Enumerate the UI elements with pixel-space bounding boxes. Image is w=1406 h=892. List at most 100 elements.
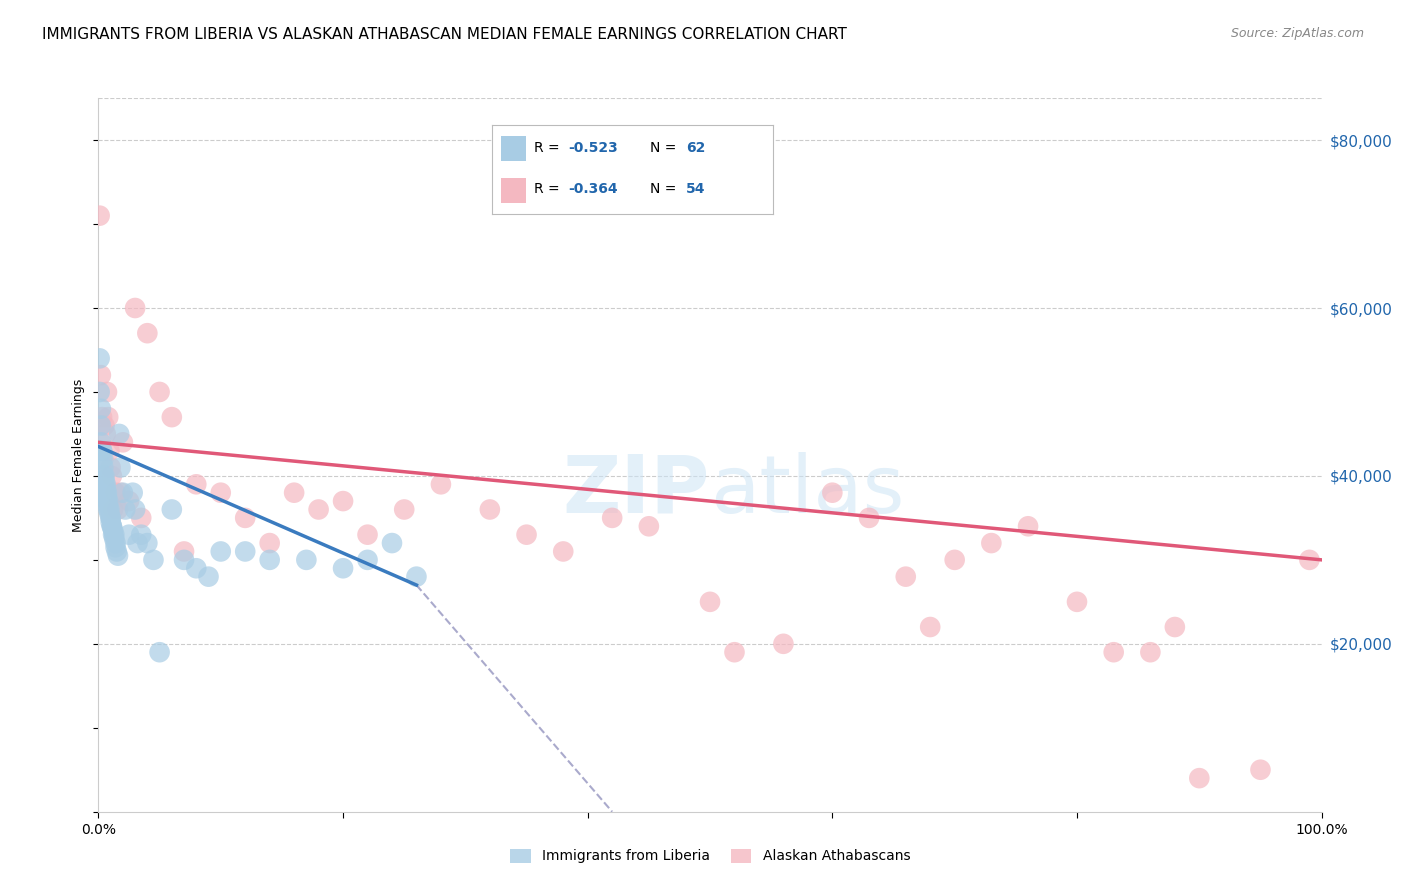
Point: [233, 511, 256, 525]
Bar: [501, 178, 526, 203]
Point: [96, 494, 118, 508]
Point: [97, 498, 120, 512]
Point: [1139, 645, 1161, 659]
Point: [90, 401, 112, 416]
Point: [149, 645, 172, 659]
Text: N =: N =: [650, 141, 681, 155]
Point: [308, 502, 330, 516]
Point: [821, 485, 844, 500]
Point: [699, 595, 721, 609]
Point: [104, 485, 127, 500]
Point: [129, 511, 152, 525]
Point: [103, 527, 125, 541]
Bar: [501, 136, 526, 161]
Point: [209, 485, 232, 500]
Text: Source: ZipAtlas.com: Source: ZipAtlas.com: [1230, 27, 1364, 40]
Point: [638, 519, 661, 533]
Point: [209, 544, 232, 558]
Point: [104, 536, 127, 550]
Point: [283, 485, 305, 500]
Point: [129, 527, 152, 541]
Point: [91, 460, 114, 475]
Point: [101, 527, 124, 541]
Point: [104, 541, 127, 555]
Point: [127, 536, 149, 550]
Point: [259, 553, 281, 567]
Legend: Immigrants from Liberia, Alaskan Athabascans: Immigrants from Liberia, Alaskan Athabas…: [505, 843, 915, 869]
Point: [295, 553, 318, 567]
Point: [149, 384, 172, 399]
Point: [90, 435, 112, 450]
Point: [101, 469, 124, 483]
Point: [98, 507, 121, 521]
Point: [772, 637, 794, 651]
Point: [100, 460, 122, 475]
Point: [90, 368, 112, 383]
Point: [136, 326, 159, 341]
Point: [96, 485, 118, 500]
Point: [89, 351, 111, 366]
Point: [515, 527, 537, 541]
Point: [1249, 763, 1271, 777]
Point: [93, 469, 115, 483]
Point: [858, 511, 880, 525]
Point: [943, 553, 966, 567]
Point: [93, 477, 115, 491]
Point: [108, 426, 131, 441]
Point: [478, 502, 501, 516]
Point: [723, 645, 745, 659]
Text: 54: 54: [686, 182, 706, 196]
Point: [553, 544, 575, 558]
Point: [110, 485, 132, 500]
Point: [107, 502, 129, 516]
Point: [142, 553, 165, 567]
Text: ZIP: ZIP: [562, 451, 710, 530]
Point: [96, 490, 118, 504]
Point: [259, 536, 281, 550]
Point: [105, 544, 128, 558]
Point: [91, 452, 114, 467]
Point: [100, 511, 122, 525]
Point: [103, 532, 125, 546]
Point: [136, 536, 159, 550]
Point: [94, 426, 117, 441]
Point: [100, 515, 122, 529]
Point: [111, 435, 134, 450]
Text: R =: R =: [534, 141, 564, 155]
Point: [97, 494, 120, 508]
Text: IMMIGRANTS FROM LIBERIA VS ALASKAN ATHABASCAN MEDIAN FEMALE EARNINGS CORRELATION: IMMIGRANTS FROM LIBERIA VS ALASKAN ATHAB…: [42, 27, 846, 42]
Point: [94, 477, 117, 491]
Point: [1164, 620, 1187, 634]
Point: [197, 569, 219, 583]
Point: [91, 469, 114, 483]
Point: [233, 544, 256, 558]
Point: [1188, 771, 1211, 785]
Point: [97, 410, 120, 425]
Point: [356, 553, 378, 567]
Point: [98, 443, 121, 458]
Point: [381, 536, 404, 550]
Point: [93, 418, 115, 433]
Point: [173, 553, 195, 567]
Point: [89, 209, 111, 223]
Point: [101, 502, 124, 516]
Point: [100, 511, 122, 525]
Point: [920, 620, 942, 634]
Text: -0.523: -0.523: [568, 141, 617, 155]
Point: [110, 460, 132, 475]
Point: [160, 502, 183, 516]
Point: [98, 502, 121, 516]
Point: [405, 569, 427, 583]
Point: [91, 443, 114, 458]
Point: [91, 410, 114, 425]
Point: [91, 452, 114, 467]
Point: [160, 410, 183, 425]
Point: [332, 561, 354, 575]
Point: [101, 519, 124, 533]
Text: N =: N =: [650, 182, 681, 196]
Point: [894, 569, 917, 583]
Point: [118, 527, 141, 541]
Y-axis label: Median Female Earnings: Median Female Earnings: [72, 378, 86, 532]
Point: [356, 527, 378, 541]
Point: [118, 494, 141, 508]
